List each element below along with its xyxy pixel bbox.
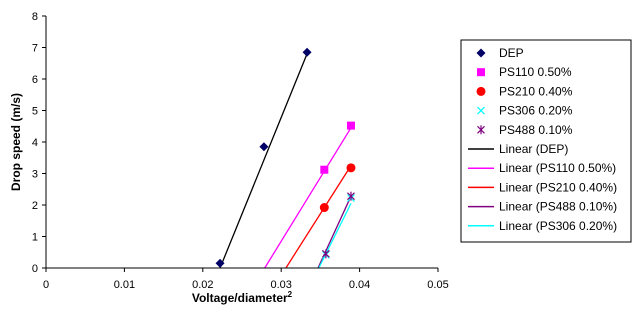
trendline <box>264 127 352 269</box>
legend-label: Linear (PS306 0.20%) <box>499 219 617 233</box>
data-point <box>259 142 269 152</box>
legend-marker <box>477 68 485 77</box>
y-tick-label: 3 <box>32 169 38 181</box>
x-tick-label: 0.01 <box>114 279 135 291</box>
data-point <box>347 191 355 201</box>
legend-box <box>460 39 632 243</box>
plot-area <box>215 47 356 269</box>
legend-label: Linear (PS210 0.40%) <box>499 180 617 194</box>
y-tick-label: 7 <box>32 43 38 55</box>
trendline <box>318 203 352 269</box>
x-axis-title-text: Voltage/diameter <box>192 291 288 305</box>
y-tick-label: 1 <box>32 232 38 244</box>
legend-label: DEP <box>499 46 524 60</box>
y-tick-label: 0 <box>32 263 38 275</box>
y-tick-label: 4 <box>32 137 38 149</box>
legend-marker <box>477 125 485 135</box>
legend: DEP PS110 0.50% PS210 0.40% PS306 0.20% PS48… <box>460 39 632 243</box>
legend-marker <box>477 106 485 115</box>
x-tick-label: 0.03 <box>270 279 291 291</box>
legend-label: PS306 0.20% <box>499 104 573 118</box>
legend-label: Linear (PS488 0.10%) <box>499 200 617 214</box>
y-tick-label: 5 <box>32 106 38 118</box>
x-axis-title-superscript: 2 <box>288 290 293 299</box>
legend-label: PS488 0.10% <box>499 123 573 137</box>
axes: 0 0.01 0.02 0.03 0.04 0.05 0 1 2 3 4 5 6 7 8 <box>32 11 449 291</box>
y-tick-label: 2 <box>32 200 38 212</box>
legend-marker-stroke <box>477 106 485 115</box>
legend-label: PS110 0.50% <box>499 65 572 79</box>
trendline <box>285 165 352 269</box>
y-tick-label: 8 <box>32 11 38 23</box>
legend-label: Linear (PS110 0.50%) <box>499 161 616 175</box>
x-tick-label: 0.05 <box>427 279 448 291</box>
legend-marker <box>476 86 486 96</box>
data-point <box>215 258 225 268</box>
legend-marker <box>476 48 486 58</box>
x-tick-label: 0 <box>43 279 49 291</box>
y-tick-label: 6 <box>32 74 38 86</box>
data-point <box>320 165 329 174</box>
data-point <box>302 47 312 57</box>
legend-label: Linear (DEP) <box>499 142 568 156</box>
legend-label: PS210 0.40% <box>499 84 573 98</box>
data-point <box>319 203 329 213</box>
trendline <box>219 53 308 269</box>
x-axis-title: Voltage/diameter2 <box>192 290 293 305</box>
data-point <box>346 163 356 173</box>
data-point <box>321 249 330 259</box>
y-axis-title: Drop speed (m/s) <box>9 93 23 191</box>
x-tick-label: 0.04 <box>349 279 370 291</box>
x-tick-label: 0.02 <box>192 279 213 291</box>
data-point <box>346 121 355 130</box>
